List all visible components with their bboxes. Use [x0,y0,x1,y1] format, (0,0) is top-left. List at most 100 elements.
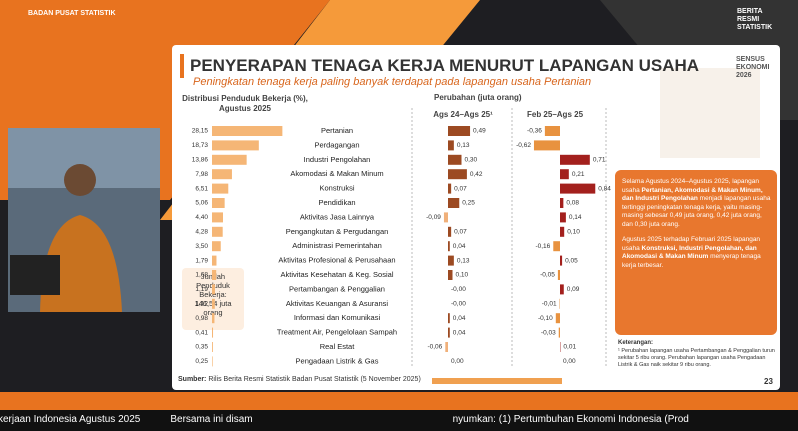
bar [448,140,454,151]
bar [212,284,215,295]
value-label: 0,41 [195,329,208,336]
value-label: 0,21 [572,171,585,178]
value-label: 0,04 [453,243,466,250]
bar [553,241,560,252]
value-label: 0,00 [563,358,576,365]
category-label: Perdagangan [314,140,359,149]
value-label: 18,73 [192,142,209,149]
category-label: Pengadaan Listrik & Gas [296,356,379,365]
text-line: EKONOMI [736,64,770,71]
bar [533,140,560,151]
value-label: -0,10 [538,315,553,322]
bar [560,183,596,194]
value-label: -0,01 [542,301,557,308]
value-label: 1,68 [195,272,208,279]
change-header: Perubahan (juta orang) [434,93,522,102]
accent-bar [432,378,562,384]
category-label: Aktivitas Profesional & Perusahaan [278,256,395,265]
bar [212,356,213,367]
value-label: 1,79 [195,257,208,264]
chart-title: Agustus 2025 [219,104,272,113]
category-label: Pengangkutan & Pergudangan [286,227,389,236]
value-label: 0,10 [456,272,469,279]
brs-logo: BERITA RESMI STATISTIK [737,8,772,32]
bar [212,126,283,136]
bar [560,198,564,208]
note: Selama Agustus 2024–Agustus 2025, lapang… [622,178,772,229]
value-label: 0,71 [593,157,606,164]
text-line: 2026 [736,72,752,79]
ticker-bar [0,410,798,431]
bar [560,169,569,180]
value-label: 0,98 [195,315,208,322]
value-label: -0,05 [540,272,555,279]
value-label: 0,14 [569,214,582,221]
note-part: Selama Agustus 2024–Agustus 2025, lapang… [622,178,759,194]
value-label: 4,28 [195,229,208,236]
org-name: BADAN PUSAT STATISTIK [28,10,116,17]
value-label: 13,86 [192,157,209,164]
bar [212,270,217,280]
bar [448,169,467,180]
text-line: RESMI [737,16,760,23]
chart-title: Distribusi Penduduk Bekerja (%), [182,94,308,103]
value-label: 5,06 [195,200,208,207]
value-label: 0,30 [465,157,478,164]
note-part: menjadi lapangan usaha tertinggi peningk… [622,195,771,228]
value-label: 0,05 [565,257,578,264]
category-label: Real Estat [320,342,356,351]
value-label: 0,25 [462,200,475,207]
person-body [40,215,122,312]
ticker-item: Bersama ini disam [170,414,253,425]
value-label: 0,04 [453,315,466,322]
note-part: Agustus 2025 terhadap Februari 2025 lapa… [622,236,761,252]
value-label: 4,40 [195,214,208,221]
bar [212,226,223,237]
value-label: 0,07 [454,185,467,192]
value-label: 0,04 [453,329,466,336]
value-label: 6,51 [195,185,208,192]
note-part: menyerap tenaga kerja terbesar. [622,253,761,269]
value-label: 0,13 [457,142,470,149]
value-label: 1,19 [195,286,208,293]
bar [448,313,450,324]
chart-title: Feb 25–Ags 25 [527,110,584,119]
bar [448,154,462,165]
title-accent [180,54,184,78]
category-label: Akomodasi & Makan Minum [290,169,383,178]
bar [560,255,563,266]
category-label: Pertambangan & Penggalian [289,284,385,293]
census-logo: SENSUS EKONOMI 2026 [736,56,769,80]
value-label: 0,42 [470,171,483,178]
bar [544,126,560,136]
category-label: Aktivitas Jasa Lainnya [300,212,375,221]
value-label: 0,00 [451,358,464,365]
value-label: -0,16 [535,243,550,250]
value-label: 3,50 [195,243,208,250]
footnote: ¹ Perubahan lapangan usaha Pertambangan … [618,348,775,368]
bar [560,154,590,165]
value-label: 0,13 [457,257,470,264]
bar [443,212,448,223]
value-label: 0,10 [567,229,580,236]
category-label: Pendidikan [318,198,355,207]
text-line: BERITA [737,8,763,15]
category-label: Aktivitas Keuangan & Asuransi [286,299,388,308]
value-label: -0,03 [541,329,556,336]
category-label: Informasi dan Komunikasi [294,313,381,322]
category-label: Konstruksi [319,184,354,193]
bar [212,241,221,252]
bar [560,226,565,237]
value-label: -0,62 [516,142,531,149]
bar [560,212,566,223]
text-line: orang [203,308,223,317]
note: Agustus 2025 terhadap Februari 2025 lapa… [622,236,772,270]
slide-title: PENYERAPAN TENAGA KERJA MENURUT LAPANGAN… [190,56,700,75]
category-label: Pertanian [321,126,353,135]
ticker: kerjaan Indonesia Agustus 2025 Bersama in… [0,414,689,425]
value-label: 0,49 [473,128,486,135]
value-label: 0,35 [195,344,208,351]
bar [212,198,225,208]
